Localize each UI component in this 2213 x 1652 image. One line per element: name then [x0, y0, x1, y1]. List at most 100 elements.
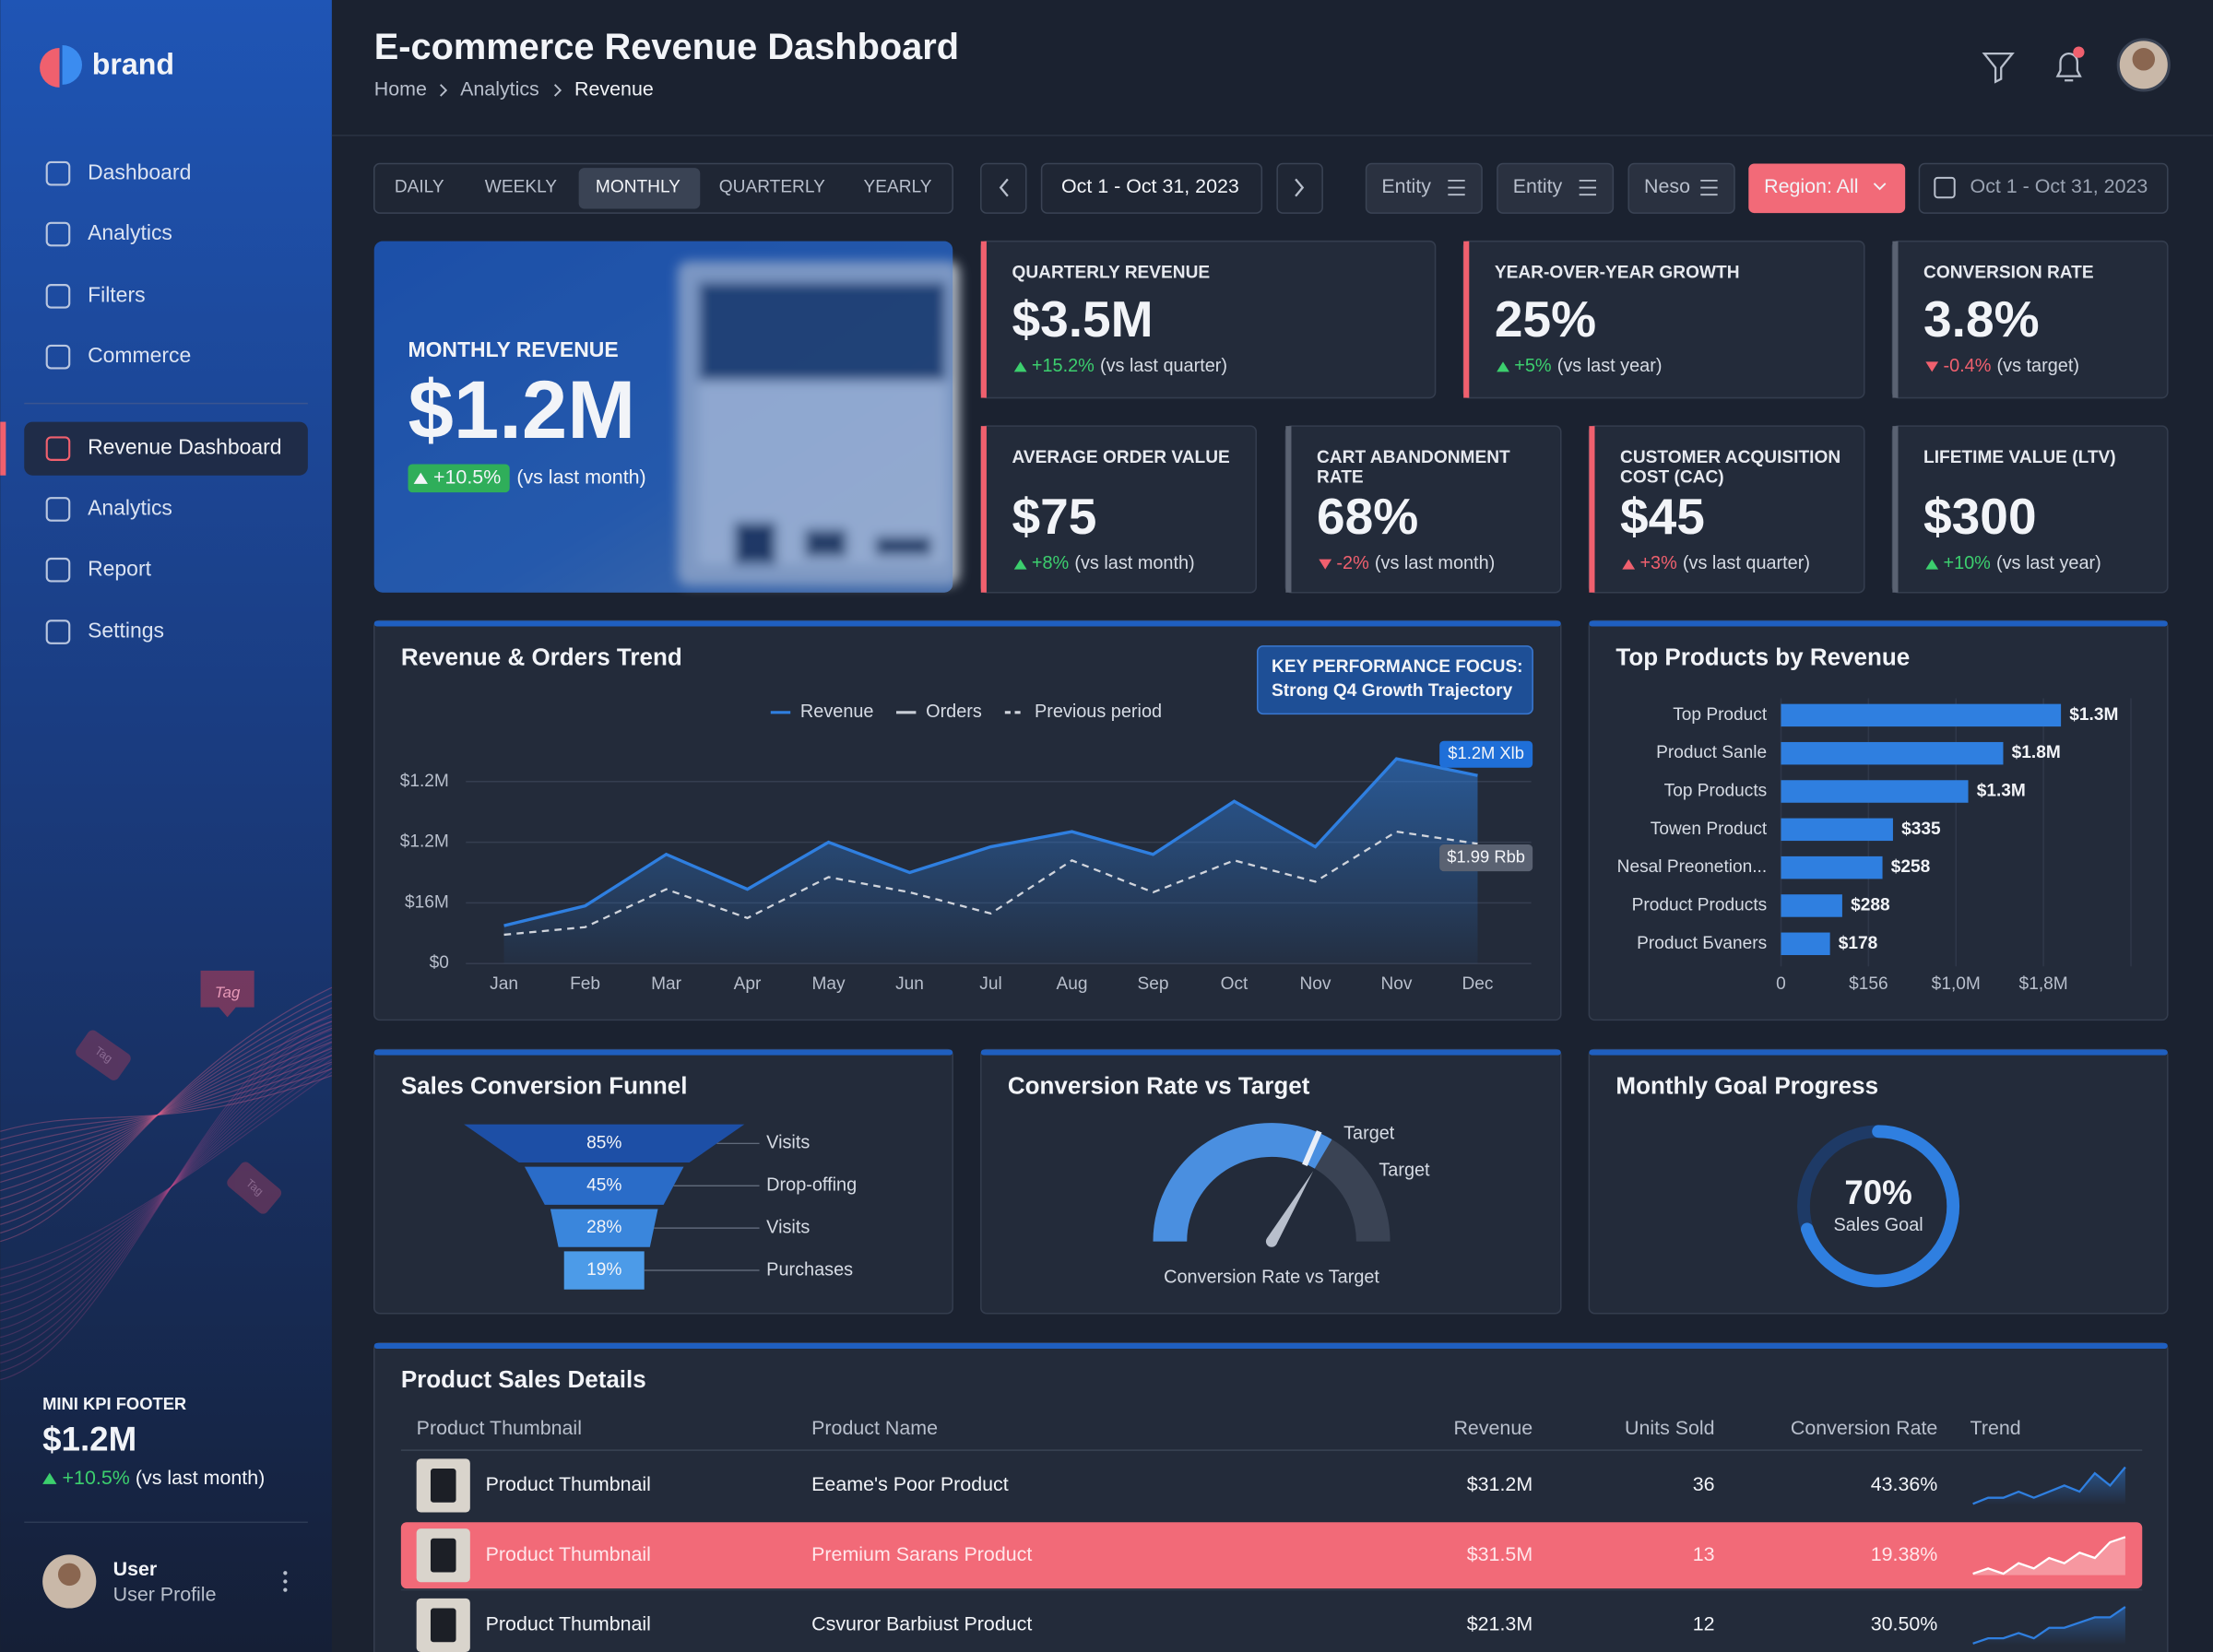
period-option: WEEKLY [485, 178, 557, 197]
kpi-value: 25% [1495, 290, 1596, 348]
bar-category: Top Product [1673, 705, 1768, 725]
decor-curve [0, 1061, 333, 1150]
arrow-up [1013, 559, 1027, 570]
x-tick-label: $1,0M [1932, 974, 1981, 994]
arrow-up [1925, 559, 1939, 570]
filter-button[interactable] [1365, 162, 1483, 214]
nav-indicator [0, 421, 6, 476]
change: +5% [1514, 356, 1551, 376]
kpi-value: $75 [1012, 488, 1096, 545]
legend-label: Revenue [800, 702, 874, 722]
decor-curve [0, 1042, 333, 1330]
decor-curve [0, 1000, 333, 1225]
bell-icon[interactable] [2055, 53, 2082, 82]
filter-button[interactable] [1497, 162, 1615, 214]
panel-title: Revenue & Orders Trend [401, 643, 682, 671]
decor-curve [0, 1016, 333, 1381]
table-cell: Premium Sarans Product [811, 1543, 1032, 1565]
tag-shape [200, 970, 254, 1018]
column-header: Conversion Rate [1791, 1417, 1937, 1439]
note: (vs last year) [1996, 553, 2101, 573]
x-tick-label: Apr [734, 974, 762, 994]
nav-item: Filters [88, 282, 145, 306]
row-highlight[interactable] [400, 1522, 2143, 1589]
bar-category: Product Бvaners [1637, 934, 1767, 953]
nav-icon [45, 557, 71, 583]
kpi-label: CART ABANDONMENT RATE [1317, 447, 1510, 487]
thumbnail-product [430, 1469, 456, 1503]
filter-label: Region: All [1764, 175, 1858, 197]
breadcrumb: Analytics [460, 78, 539, 100]
avatar-face [2132, 48, 2156, 71]
nav-item: Analytics [88, 220, 172, 244]
callout-label: $1.2M Xlb [1448, 743, 1524, 762]
table-cell: Product Thumbnail [486, 1613, 651, 1635]
note: (vs last month) [1375, 553, 1495, 573]
kpi-label-box: CONVERSION RATE [1923, 263, 2094, 282]
kpi-label: QUARTERLY REVENUE [1012, 262, 1211, 283]
hero-overlay [373, 241, 953, 593]
column-header: Product Thumbnail [417, 1417, 582, 1439]
gauge-label: Target [1343, 1124, 1395, 1144]
gauge-fill [1153, 1123, 1332, 1243]
notification-dot [2073, 46, 2085, 58]
decor-curve [0, 1058, 333, 1296]
sparkline [1972, 1536, 2126, 1575]
tag-shape [76, 1030, 131, 1080]
nav-active[interactable] [24, 421, 308, 476]
note: (vs target) [1997, 356, 2079, 376]
decor-curve [0, 1034, 333, 1183]
tag-label: Tag [215, 984, 241, 1001]
nav-item: Commerce [88, 343, 191, 367]
decor-curve [0, 1068, 333, 1141]
next-button[interactable] [1276, 162, 1323, 214]
date-picker[interactable] [1918, 162, 2169, 214]
table-cell: Eeame's Poor Product [811, 1473, 1009, 1495]
y-tick-label: $0 [430, 953, 449, 973]
mini-kpi-change: +10.5% (vs last month) [63, 1466, 266, 1488]
line [503, 757, 1478, 927]
nav-icon [45, 344, 71, 370]
callout-box [1439, 740, 1533, 768]
kpi-label: AVERAGE ORDER VALUE [1012, 447, 1230, 467]
nav-icon [45, 284, 71, 309]
kpi-label-box: YEAR-OVER-YEAR GROWTH [1495, 263, 1740, 282]
bar [1781, 894, 1842, 917]
nav-item: Revenue Dashboard [88, 435, 281, 459]
hero-change: +10.5% [433, 466, 501, 488]
decor-curve [0, 994, 333, 1234]
brand-name: brand [92, 47, 174, 80]
kpi-value: $45 [1620, 488, 1705, 545]
change: +3% [1639, 553, 1676, 573]
arrow-up [1497, 361, 1509, 372]
kpi-accent [1892, 426, 1899, 593]
kpi-accent [980, 426, 987, 593]
decor-curve [0, 1047, 333, 1166]
filter-glyph [1700, 179, 1718, 196]
kpi-label-box: LIFETIME VALUE (LTV) [1923, 447, 2116, 466]
filter-icon[interactable] [1982, 53, 2015, 84]
x-tick-label: Aug [1056, 974, 1087, 994]
annotation-title: KEY PERFORMANCE FOCUS: [1272, 657, 1523, 677]
bar-label: $335 [1901, 820, 1941, 839]
date-range-label: Oct 1 - Oct 31, 2023 [1061, 175, 1239, 197]
x-tick-label: Dec [1462, 974, 1493, 994]
decor-curve [0, 1033, 333, 1347]
annotation-text: Strong Q4 Growth Trajectory [1272, 681, 1513, 701]
filter-button[interactable] [1748, 163, 1906, 214]
panel-title: Monthly Goal Progress [1615, 1072, 1878, 1100]
decor-curve [0, 1021, 333, 1373]
filter-button[interactable] [1627, 162, 1735, 214]
arrow-up [42, 1472, 57, 1484]
table-cell: $31.5M [1467, 1543, 1533, 1565]
x-tick-label: 0 [1776, 974, 1786, 994]
breadcrumb-sep [440, 84, 448, 97]
decor-curve [0, 1037, 333, 1339]
decor-curve [0, 1055, 333, 1304]
kpi-label-box: CUSTOMER ACQUISITION COST (CAC) [1620, 447, 1840, 487]
kpi-value: $3.5M [1012, 290, 1153, 348]
period-active[interactable] [578, 168, 701, 209]
prev-button[interactable] [980, 162, 1027, 214]
